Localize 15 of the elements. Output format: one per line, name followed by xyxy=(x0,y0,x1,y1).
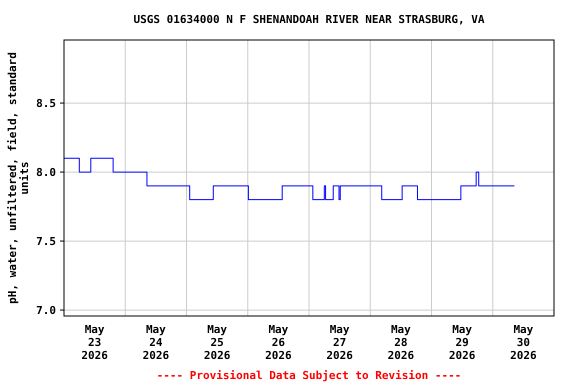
x-tick-label: May 29 2026 xyxy=(448,323,476,362)
x-tick-label: May 24 2026 xyxy=(142,323,170,362)
x-tick-label: May 26 2026 xyxy=(265,323,292,362)
x-tick-label: May 25 2026 xyxy=(204,323,231,362)
y-tick-label: 7.5 xyxy=(36,235,56,248)
x-tick-label: May 30 2026 xyxy=(510,323,537,362)
x-tick-label: May 27 2026 xyxy=(326,323,354,362)
x-tick-label: May 23 2026 xyxy=(81,323,108,362)
text: ---- Provisional Data Subject to Revision ---- xyxy=(156,369,462,382)
chart-title: USGS 01634000 N F SHENANDOAH RIVER NEAR STRASBURG, VA xyxy=(134,13,485,26)
y-axis-title: pH, water, unfiltered, field, standard units xyxy=(6,52,31,304)
y-tick-label: 7.0 xyxy=(36,304,56,318)
y-tick-label: 8.0 xyxy=(36,166,56,180)
y-tick-label: 8.5 xyxy=(36,97,56,110)
x-tick-label: May 28 2026 xyxy=(388,323,414,362)
